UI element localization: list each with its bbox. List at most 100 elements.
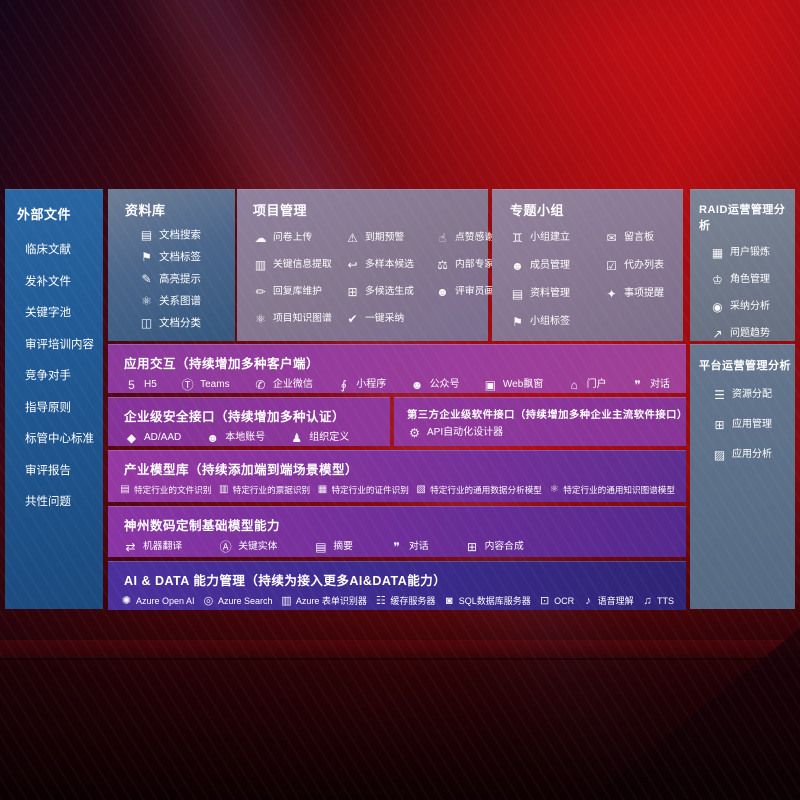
item-doc-search: ▤ 文档搜索 (139, 229, 229, 241)
cloud-upload-icon: ☁ (254, 231, 267, 245)
item-local-account: ☻ 本地账号 (205, 432, 265, 444)
item-key-entity: Ⓐ 关键实体 (218, 541, 278, 553)
knowledge-graph-model-icon: ⚛ (549, 484, 559, 495)
teams-icon: Ⓣ (181, 378, 194, 392)
item-relation-graph: ⚛ 关系图谱 (139, 295, 229, 307)
item-label: 小组标签 (530, 316, 570, 327)
api-gear-icon: ⚙ (409, 426, 420, 440)
screen-edge-line (0, 658, 800, 660)
item-label: 缓存服务器 (390, 596, 436, 606)
item-label: 特定行业的证件识别 (331, 484, 409, 495)
extract-card-icon: ▥ (254, 258, 267, 272)
item-material-mgmt: ▤ 资料管理 (510, 288, 604, 300)
item-label: 对话 (649, 379, 670, 390)
sidebar-item-supplement-files: 发补文件 (25, 275, 95, 289)
item-label: 评审员画像 (455, 286, 504, 298)
item-label: 本地账号 (225, 432, 266, 443)
item-label: 点赞感谢 (455, 232, 495, 244)
item-label: TTS (656, 596, 674, 606)
item-project-knowledge-graph: ⚛ 项目知识图谱 (253, 313, 343, 325)
edit-pen-icon: ✏ (255, 285, 266, 299)
doc-classify-icon: ◫ (140, 316, 153, 330)
band-security-api: 企业级安全接口（持续增加多种认证） ◆ AD/AAD ☻ 本地账号 ♟ 组织定义 (108, 397, 390, 446)
item-azure-open-ai: ✺ Azure Open AI (120, 596, 195, 607)
item-label: 特定行业的通用数据分析模型 (430, 484, 542, 495)
panel-project-management-title: 项目管理 (253, 203, 308, 218)
generate-grid-icon: ⊞ (347, 285, 358, 299)
cache-server-icon: ☷ (375, 595, 386, 607)
panel-platform-analysis: 平台运营管理分析 ☰ 资源分配 ⊞ 应用管理 ▨ 应用分析 (690, 344, 795, 609)
item-label: 关键信息提取 (273, 259, 332, 271)
item-label: AD/AAD (144, 432, 182, 443)
panel-raid-analysis: RAID运营管理分析 ▦ 用户锻炼 ♔ 角色管理 ◉ 采纳分析 (690, 189, 795, 341)
item-label: 应用分析 (732, 449, 772, 460)
item-summary: ▤ 摘要 (313, 541, 353, 553)
item-label: 多候选生成 (365, 286, 414, 298)
trend-chart-icon: ↗ (712, 327, 723, 341)
message-board-icon: ✉ (606, 231, 617, 245)
item-industry-receipt-recognition: ▥ 特定行业的票据识别 (218, 485, 310, 495)
item-label: 企业微信 (272, 379, 313, 390)
item-label: 临床文献 (25, 244, 71, 256)
member-icon: ☻ (511, 259, 524, 273)
item-app-analysis: ▨ 应用分析 (712, 449, 791, 461)
item-label: 用户锻炼 (730, 247, 770, 258)
mini-program-icon: ∮ (340, 378, 347, 392)
apps-grid-icon: ⊞ (714, 418, 725, 432)
item-label: 公众号 (429, 379, 460, 390)
item-issue-trend: ↗ 问题趋势 (710, 328, 791, 340)
html5-icon: 5 (128, 378, 135, 392)
panel-external-files-title: 外部文件 (17, 207, 72, 222)
ocr-icon: ⊡ (540, 595, 550, 607)
dialog-chat-icon: ❞ (634, 378, 641, 392)
item-label: SQL数据库服务器 (458, 596, 531, 606)
band-ai-data: AI & DATA 能力管理（持续为接入更多AI&DATA能力） ✺ Azure… (108, 561, 686, 610)
item-label: 多样本候选 (365, 259, 414, 271)
file-recognition-icon: ▤ (120, 484, 130, 495)
person-portrait-icon: ☻ (436, 285, 449, 299)
sidebar-item-guidelines: 指导原则 (25, 402, 95, 415)
sidebar-item-standards-center: 标管中心标准 (25, 433, 95, 446)
tts-icon: ♫ (643, 595, 652, 607)
item-label: 留言板 (624, 232, 654, 243)
item-doc-classify: ◫ 文档分类 (139, 317, 229, 329)
panel-topic-groups: 专题小组 ♊ 小组建立 ✉ 留言板 ☻ 成员管理 ☑ (492, 189, 683, 341)
item-label: OCR (554, 596, 575, 606)
content-synthesis-icon: ⊞ (467, 540, 478, 554)
portal-icon: ⌂ (570, 378, 578, 392)
form-recognizer-icon: ▥ (281, 595, 292, 607)
item-label: Azure Open AI (136, 596, 195, 606)
item-label: 问题趋势 (730, 328, 770, 339)
panel-repository-title: 资料库 (125, 203, 166, 218)
item-adoption-analysis: ◉ 采纳分析 (710, 301, 791, 313)
openai-icon: ✺ (121, 595, 132, 607)
sidebar-item-competitors: 竞争对手 (25, 370, 95, 383)
id-card-recognition-icon: ▦ (317, 484, 328, 495)
thumbs-up-icon: ☝ (438, 231, 447, 245)
doc-tag-icon: ⚑ (141, 250, 152, 264)
item-ocr: ⊡ OCR (538, 596, 574, 607)
item-due-warning: ⚠ 到期预警 (345, 232, 433, 244)
item-label: Web飘窗 (502, 379, 544, 390)
item-todo-list: ☑ 代办列表 (604, 260, 679, 272)
qa-chat-icon: ◉ (712, 300, 723, 314)
item-industry-data-analysis-model: ▧ 特定行业的通用数据分析模型 (415, 484, 542, 495)
item-event-reminder: ✦ 事项提醒 (604, 288, 679, 300)
item-label: 发补文件 (25, 275, 71, 288)
adopt-check-icon: ✔ (347, 312, 358, 326)
item-label: 关键字池 (25, 307, 71, 319)
item-label: 语音理解 (597, 596, 634, 606)
item-label: 摘要 (333, 541, 353, 553)
band-base-models: 神州数码定制基础模型能力 ⇄ 机器翻译 Ⓐ 关键实体 ▤ 摘要 (108, 506, 686, 557)
item-industry-file-recognition: ▤ 特定行业的文件识别 (119, 485, 211, 495)
item-group-tags: ⚑ 小组标签 (510, 316, 604, 328)
item-label: 门户 (586, 379, 607, 390)
item-label: Teams (200, 379, 230, 390)
item-dialog-model: ❞ 对话 (389, 541, 428, 553)
doc-search-icon: ▤ (140, 228, 153, 242)
band-security-api-title: 企业级安全接口（持续增加多种认证） (124, 410, 346, 424)
item-azure-search: ◎ Azure Search (202, 596, 273, 607)
item-api-auto-designer: ⚙ API自动化设计器 (407, 427, 503, 439)
item-label: 问卷上传 (273, 232, 313, 244)
